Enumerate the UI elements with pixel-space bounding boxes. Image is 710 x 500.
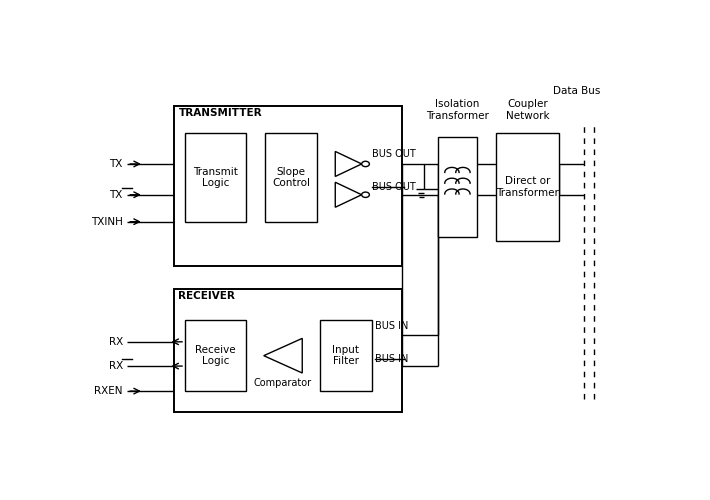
Text: RXEN: RXEN — [94, 386, 123, 396]
Text: RECEIVER: RECEIVER — [178, 291, 235, 301]
Text: Comparator: Comparator — [254, 378, 312, 388]
Text: BUS IN: BUS IN — [375, 354, 408, 364]
Bar — [174, 289, 403, 412]
Bar — [265, 133, 317, 222]
Bar — [496, 133, 559, 241]
Text: Slope
Control: Slope Control — [272, 166, 310, 188]
Text: BUS IN: BUS IN — [375, 320, 408, 330]
Text: Input
Filter: Input Filter — [332, 344, 359, 366]
Bar — [438, 137, 476, 237]
Text: RX: RX — [109, 361, 123, 371]
Bar — [185, 320, 246, 391]
Text: TRANSMITTER: TRANSMITTER — [178, 108, 262, 118]
Bar — [174, 106, 403, 266]
Text: Transmit
Logic: Transmit Logic — [193, 166, 238, 188]
Text: TX: TX — [109, 159, 123, 169]
Text: BUS OUT: BUS OUT — [372, 182, 416, 192]
Bar — [185, 133, 246, 222]
Text: BUS OUT: BUS OUT — [372, 148, 416, 158]
Text: TXINH: TXINH — [91, 216, 123, 226]
Text: Direct or
Transformer: Direct or Transformer — [496, 176, 559, 198]
Text: TX: TX — [109, 190, 123, 200]
Text: Coupler
Network: Coupler Network — [506, 99, 550, 121]
Text: RX: RX — [109, 337, 123, 347]
Text: Receive
Logic: Receive Logic — [195, 344, 236, 366]
Text: Data Bus: Data Bus — [553, 86, 601, 96]
Text: Isolation
Transformer: Isolation Transformer — [426, 99, 489, 121]
Bar — [320, 320, 372, 391]
